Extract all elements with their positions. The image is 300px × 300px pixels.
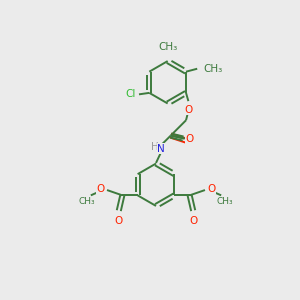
Text: O: O — [207, 184, 216, 194]
Text: CH₃: CH₃ — [158, 42, 177, 52]
Text: O: O — [185, 105, 193, 115]
Text: H: H — [151, 142, 159, 152]
Text: CH₃: CH₃ — [204, 64, 223, 74]
Text: CH₃: CH₃ — [79, 197, 95, 206]
Text: Cl: Cl — [125, 89, 136, 99]
Text: O: O — [115, 216, 123, 226]
Text: O: O — [189, 216, 197, 226]
Text: O: O — [185, 134, 194, 143]
Text: CH₃: CH₃ — [217, 197, 233, 206]
Text: N: N — [157, 144, 165, 154]
Text: O: O — [96, 184, 105, 194]
